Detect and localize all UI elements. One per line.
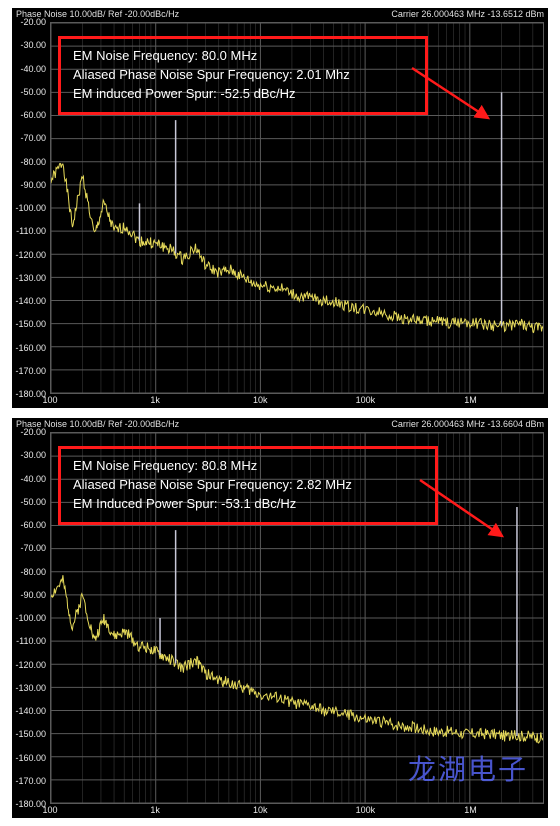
y-tick: -160.00 bbox=[15, 753, 46, 763]
annotation-line: EM Noise Frequency: 80.8 MHz bbox=[73, 457, 423, 476]
y-tick: -110.00 bbox=[16, 226, 46, 236]
y-tick: -30.00 bbox=[20, 450, 46, 460]
annotation-line: EM induced Power Spur: -52.5 dBc/Hz bbox=[73, 85, 413, 104]
y-tick: -150.00 bbox=[15, 729, 46, 739]
y-tick: -180.00 bbox=[15, 799, 46, 809]
y-axis: -180.00-170.00-160.00-150.00-140.00-130.… bbox=[12, 432, 48, 804]
y-tick: -60.00 bbox=[20, 520, 46, 530]
y-tick: -120.00 bbox=[15, 250, 46, 260]
y-tick: -100.00 bbox=[15, 203, 46, 213]
y-tick: -40.00 bbox=[20, 64, 46, 74]
x-tick: 100k bbox=[356, 805, 376, 815]
y-tick: -30.00 bbox=[20, 40, 46, 50]
annotation-box: EM Noise Frequency: 80.8 MHzAliased Phas… bbox=[58, 446, 438, 525]
y-tick: -20.00 bbox=[20, 17, 46, 27]
y-tick: -70.00 bbox=[20, 543, 46, 553]
x-tick: 100 bbox=[42, 805, 57, 815]
watermark: 龙湖电子 bbox=[408, 748, 528, 788]
y-tick: -80.00 bbox=[20, 157, 46, 167]
header-right: Carrier 26.000463 MHz -13.6512 dBm bbox=[391, 9, 544, 19]
y-tick: -100.00 bbox=[15, 613, 46, 623]
annotation-line: EM Noise Frequency: 80.0 MHz bbox=[73, 47, 413, 66]
x-axis: 1001k10k100k1M bbox=[50, 394, 544, 408]
y-tick: -60.00 bbox=[20, 110, 46, 120]
x-tick: 1M bbox=[464, 805, 477, 815]
phase-noise-chart-bottom: Phase Noise 10.00dB/ Ref -20.00dBc/Hz Ca… bbox=[12, 418, 548, 818]
y-tick: -40.00 bbox=[20, 474, 46, 484]
chart-header: Phase Noise 10.00dB/ Ref -20.00dBc/Hz Ca… bbox=[12, 8, 548, 22]
y-axis: -180.00-170.00-160.00-150.00-140.00-130.… bbox=[12, 22, 48, 394]
y-tick: -140.00 bbox=[15, 706, 46, 716]
annotation-line: Aliased Phase Noise Spur Frequency: 2.01… bbox=[73, 66, 413, 85]
y-tick: -170.00 bbox=[15, 776, 46, 786]
y-tick: -120.00 bbox=[15, 660, 46, 670]
y-tick: -150.00 bbox=[15, 319, 46, 329]
x-tick: 10k bbox=[253, 395, 268, 405]
x-axis: 1001k10k100k1M bbox=[50, 804, 544, 818]
y-tick: -90.00 bbox=[20, 590, 46, 600]
y-tick: -50.00 bbox=[20, 497, 46, 507]
x-tick: 100 bbox=[42, 395, 57, 405]
y-tick: -130.00 bbox=[15, 273, 46, 283]
phase-noise-chart-top: Phase Noise 10.00dB/ Ref -20.00dBc/Hz Ca… bbox=[12, 8, 548, 408]
annotation-line: EM Induced Power Spur: -53.1 dBc/Hz bbox=[73, 495, 423, 514]
x-tick: 100k bbox=[356, 395, 376, 405]
y-tick: -110.00 bbox=[16, 636, 46, 646]
y-tick: -90.00 bbox=[20, 180, 46, 190]
annotation-line: Aliased Phase Noise Spur Frequency: 2.82… bbox=[73, 476, 423, 495]
x-tick: 1M bbox=[464, 395, 477, 405]
x-tick: 1k bbox=[150, 395, 160, 405]
y-tick: -20.00 bbox=[20, 427, 46, 437]
y-tick: -140.00 bbox=[15, 296, 46, 306]
chart-header: Phase Noise 10.00dB/ Ref -20.00dBc/Hz Ca… bbox=[12, 418, 548, 432]
y-tick: -50.00 bbox=[20, 87, 46, 97]
x-tick: 10k bbox=[253, 805, 268, 815]
y-tick: -180.00 bbox=[15, 389, 46, 399]
header-right: Carrier 26.000463 MHz -13.6604 dBm bbox=[391, 419, 544, 429]
y-tick: -80.00 bbox=[20, 567, 46, 577]
y-tick: -170.00 bbox=[15, 366, 46, 376]
y-tick: -70.00 bbox=[20, 133, 46, 143]
annotation-box: EM Noise Frequency: 80.0 MHzAliased Phas… bbox=[58, 36, 428, 115]
x-tick: 1k bbox=[150, 805, 160, 815]
y-tick: -130.00 bbox=[15, 683, 46, 693]
y-tick: -160.00 bbox=[15, 343, 46, 353]
